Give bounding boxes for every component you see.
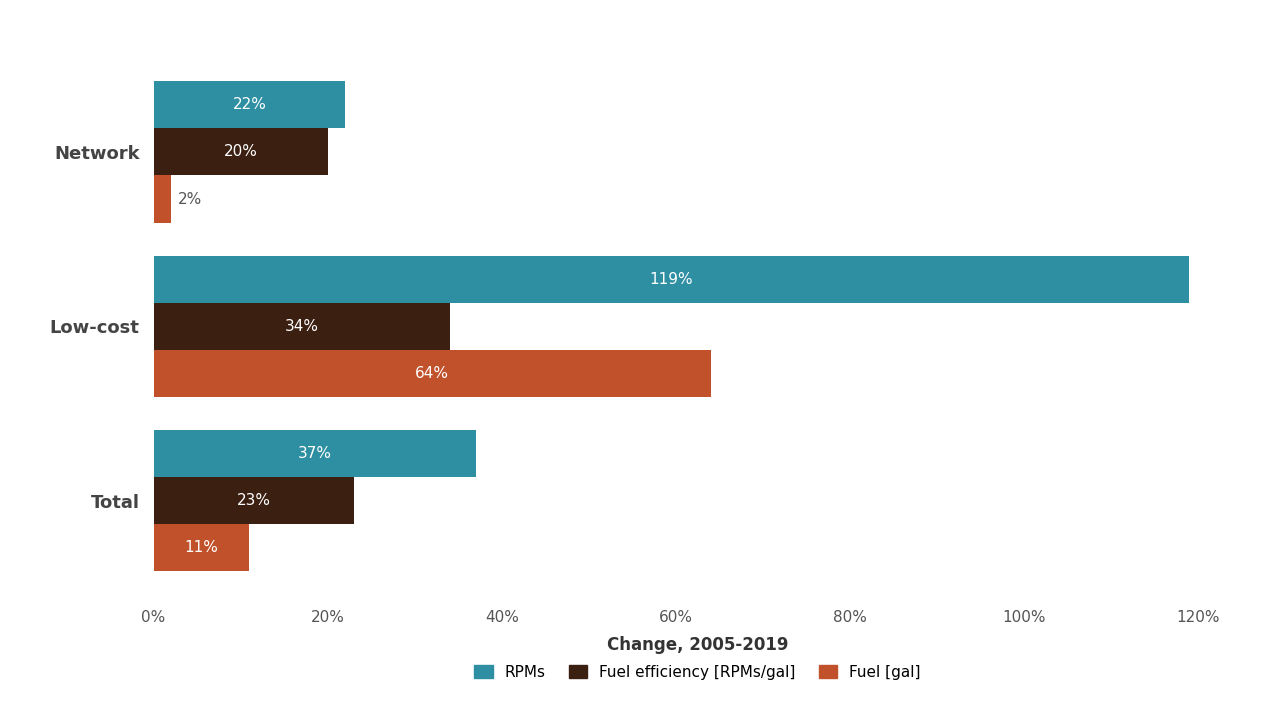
Text: 34%: 34% bbox=[284, 319, 319, 334]
Text: 64%: 64% bbox=[415, 366, 449, 381]
Bar bbox=[154, 81, 346, 128]
Bar bbox=[154, 128, 328, 175]
Legend: RPMs, Fuel efficiency [RPMs/gal], Fuel [gal]: RPMs, Fuel efficiency [RPMs/gal], Fuel [… bbox=[475, 665, 920, 679]
Bar bbox=[154, 524, 250, 572]
Text: 23%: 23% bbox=[237, 494, 270, 508]
Bar bbox=[154, 477, 353, 524]
Text: 37%: 37% bbox=[298, 446, 332, 461]
Bar bbox=[154, 256, 1189, 303]
Text: 20%: 20% bbox=[224, 144, 257, 159]
X-axis label: Change, 2005-2019: Change, 2005-2019 bbox=[607, 636, 788, 655]
Bar bbox=[154, 303, 449, 350]
Text: 22%: 22% bbox=[233, 97, 266, 113]
Bar bbox=[154, 175, 172, 222]
Text: 119%: 119% bbox=[650, 272, 694, 287]
Bar bbox=[154, 430, 476, 477]
Text: 11%: 11% bbox=[184, 541, 219, 555]
Bar bbox=[154, 350, 710, 397]
Text: 2%: 2% bbox=[178, 191, 202, 206]
